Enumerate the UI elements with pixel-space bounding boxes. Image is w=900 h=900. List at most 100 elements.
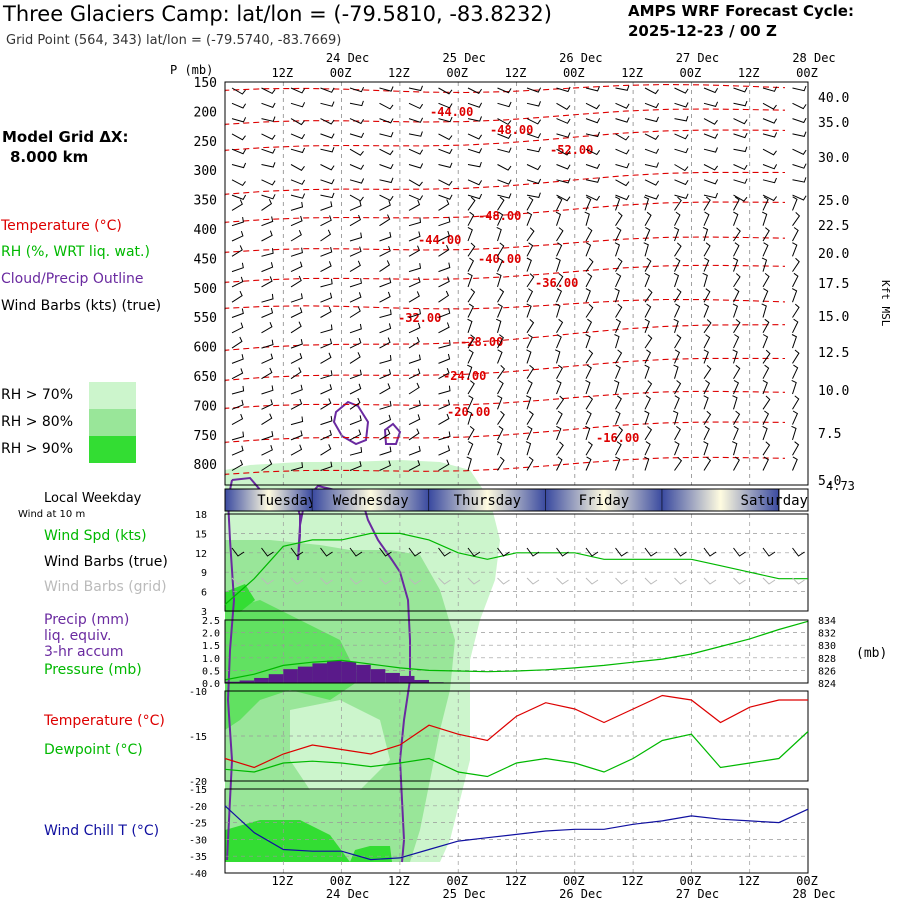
wind-barb — [615, 272, 622, 288]
wind-barb — [644, 102, 660, 109]
wind-barb — [408, 445, 421, 456]
wind-barb — [733, 410, 741, 425]
isotherm-label: -44.00 — [430, 105, 473, 119]
wind-barb — [733, 100, 748, 107]
wind-barb — [585, 163, 601, 170]
pressure-tick: 700 — [194, 399, 217, 414]
wind-barb — [231, 336, 243, 349]
wind-panel-ytick: 18 — [195, 510, 207, 521]
bottom-time-tick: 12Z — [621, 874, 643, 888]
wind-barb — [556, 441, 564, 456]
wind-panel-ytick: 3 — [201, 607, 207, 618]
wind-barb — [703, 425, 710, 441]
wind-barb — [261, 353, 274, 364]
bottom-time-tick: 00Z — [446, 874, 468, 888]
wind-barb — [231, 162, 247, 169]
isotherm-line — [224, 324, 786, 352]
wind-barb — [556, 242, 563, 257]
wind-barb — [320, 444, 332, 456]
wind-barb — [379, 86, 394, 92]
wind-barb — [290, 430, 303, 441]
wind-barb-grid — [320, 577, 333, 585]
wind-barb-true — [408, 547, 422, 557]
weekday-frame — [224, 488, 809, 512]
wind-barb — [762, 177, 777, 184]
pressure-tick: 650 — [194, 370, 217, 385]
wind-barb — [556, 227, 564, 242]
wind-barb — [615, 117, 630, 123]
wind-barb — [791, 334, 798, 349]
legend-rh70-label: RH > 70% — [1, 387, 74, 403]
isotherm-line — [224, 390, 786, 410]
wind-barb — [379, 260, 391, 273]
wind-barb — [231, 431, 245, 441]
precip-ytick: 0.0 — [202, 679, 220, 690]
wind-barb — [408, 194, 424, 201]
wind-barb — [584, 425, 591, 441]
wind-barb — [733, 273, 741, 288]
wind-barb — [792, 148, 807, 155]
wind-barb — [320, 87, 335, 93]
kft-tick: 7.5 — [818, 427, 841, 442]
wind-barb — [761, 257, 768, 272]
legend-rh80-label: RH > 80% — [1, 414, 74, 430]
isotherm-label: -48.00 — [478, 209, 521, 223]
wind-barb — [643, 456, 650, 471]
wind-barb — [792, 272, 799, 288]
wind-barb — [261, 399, 274, 410]
wind-barb — [497, 118, 512, 126]
wind-barb — [703, 365, 712, 379]
wind-barb — [792, 318, 799, 334]
top-time-tick: 12Z — [738, 66, 760, 80]
wind-barb — [674, 164, 689, 172]
wind-barb — [467, 87, 483, 94]
wind-barb — [231, 148, 247, 155]
legend-rh70-swatch — [89, 382, 136, 409]
wind-barb — [615, 456, 621, 471]
wind-barb — [762, 441, 771, 456]
wind-barb — [526, 164, 542, 171]
wind-barb — [733, 334, 740, 349]
wind-barb — [320, 229, 332, 242]
wind-barb — [497, 303, 503, 318]
wind-barb — [467, 179, 483, 186]
wind-barb — [644, 272, 651, 288]
pressure-unit-label: (mb) — [856, 646, 887, 661]
wind-barb — [556, 102, 571, 110]
wind-barb — [615, 426, 624, 441]
wind-barb — [349, 246, 362, 257]
wind-barb — [733, 87, 748, 93]
wind-barb — [615, 133, 630, 141]
wind-barb — [290, 275, 302, 288]
wind-barb — [261, 307, 274, 318]
wind-barb — [792, 131, 807, 137]
precip-bar — [327, 660, 342, 683]
wind-barb — [231, 217, 244, 227]
wind-barb — [467, 288, 476, 303]
wind-barb — [526, 303, 532, 318]
bottom-time-tick: 00Z — [563, 874, 585, 888]
wind-barb — [674, 102, 689, 108]
bottom-time-tick: 12Z — [388, 874, 410, 888]
wind-barb — [733, 194, 748, 202]
wind-barb — [585, 364, 592, 379]
wind-barb — [290, 321, 302, 334]
wind-barb-true — [733, 547, 746, 557]
wind-barb — [733, 211, 739, 226]
wind-barb — [408, 368, 421, 380]
wind-barb — [231, 245, 243, 257]
wind-barb — [615, 364, 621, 379]
wind-barb — [467, 349, 474, 364]
wind-barb — [290, 147, 306, 154]
wind-barb — [349, 164, 365, 170]
wind-barb — [320, 306, 332, 318]
wind-barb — [762, 395, 771, 410]
wind-barb — [526, 319, 535, 334]
wind-barb — [408, 414, 421, 426]
wind-barb — [290, 307, 303, 318]
wind-barb — [467, 303, 474, 318]
wind-barb — [320, 246, 333, 257]
wind-barb — [762, 273, 770, 288]
wind-barb — [674, 426, 681, 441]
